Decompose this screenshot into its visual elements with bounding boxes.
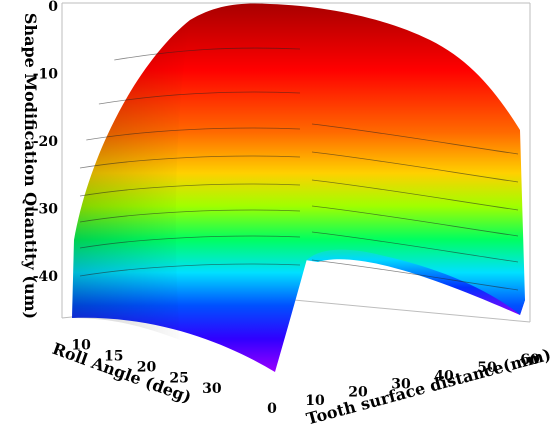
y-tick-label: 20 [137, 359, 157, 375]
contour-line [86, 127, 301, 141]
y-tick-label: 10 [71, 337, 91, 353]
surface-left-shade [72, 20, 190, 340]
contour-line [311, 259, 519, 291]
contour-line [79, 209, 301, 223]
z-tick-label: -40 [33, 269, 59, 285]
z-tick-label: -20 [33, 134, 59, 150]
contour-lines [79, 47, 519, 291]
y-axis-ticks: 10 15 20 25 30 [71, 337, 222, 397]
z-axis-label: Shape Modification Quantity (um) [21, 13, 40, 319]
x-tick-label: 10 [305, 393, 325, 409]
z-tick-label: 0 [48, 0, 58, 15]
z-tick-label: -30 [33, 202, 59, 218]
y-tick-label: 25 [169, 370, 188, 386]
contour-line [98, 91, 301, 105]
contour-line [311, 205, 519, 237]
x-tick-label: 0 [267, 401, 277, 417]
x-axis-ticks: 0 10 20 30 40 50 60 [267, 352, 540, 417]
contour-line [79, 183, 301, 197]
x-axis-label: Tooth surface distance(mm) [304, 345, 550, 429]
z-tick-label: -10 [33, 67, 59, 83]
surface-mesh [72, 3, 525, 372]
y-tick-label: 15 [104, 348, 123, 364]
contour-line [114, 47, 301, 61]
contour-line [311, 123, 519, 155]
contour-line [311, 231, 519, 263]
y-tick-label: 30 [202, 381, 222, 397]
x-tick-label: 60 [520, 352, 540, 368]
x-tick-label: 30 [391, 377, 411, 393]
surface-front-face [72, 3, 525, 372]
x-tick-label: 40 [434, 368, 454, 384]
x-tick-label: 50 [477, 360, 497, 376]
contour-line [311, 151, 519, 183]
z-axis-ticks: 0 -10 -20 -30 -40 [33, 0, 59, 285]
contour-line [79, 263, 301, 277]
contour-line [79, 155, 301, 169]
contour-line [311, 179, 519, 211]
contour-line [79, 235, 301, 249]
x-tick-label: 20 [348, 385, 368, 401]
